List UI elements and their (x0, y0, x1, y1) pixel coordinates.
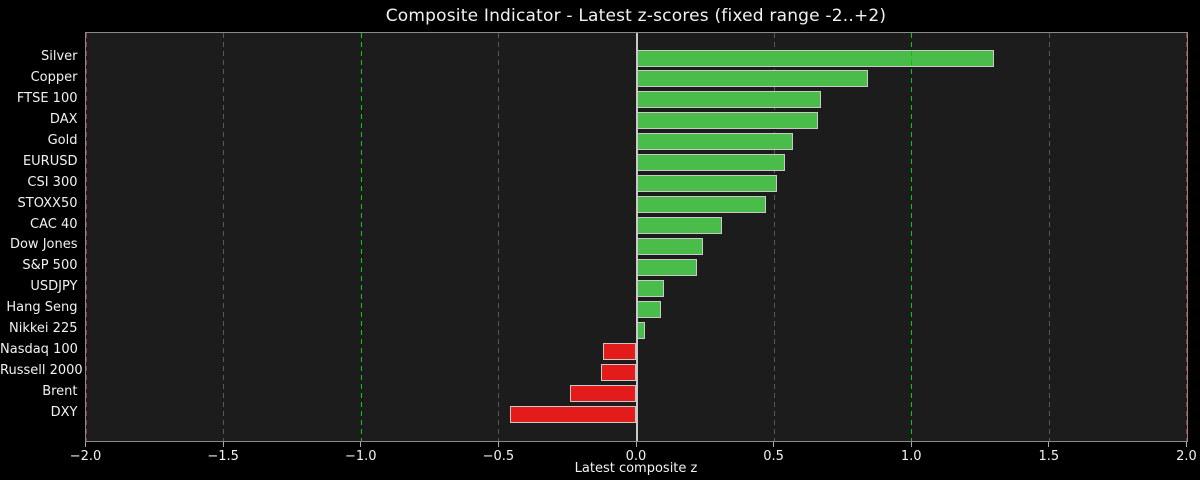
x-tick-mark (85, 442, 86, 447)
gridline (1048, 33, 1050, 441)
gridline (773, 33, 775, 441)
y-tick-label-s-p-500: S&P 500 (22, 258, 78, 274)
y-tick-label-brent: Brent (42, 384, 78, 400)
y-tick-label-usdjpy: USDJPY (30, 279, 78, 295)
y-tick-label-nasdaq-100: Nasdaq 100 (0, 342, 78, 358)
y-tick-label-cac-40: CAC 40 (30, 216, 78, 232)
x-tick-label: 0.0 (625, 449, 647, 464)
x-tick-label: −0.5 (482, 449, 515, 464)
y-tick-label-gold: Gold (47, 132, 78, 148)
x-tick-mark (1186, 442, 1187, 447)
bar-nasdaq-100 (603, 342, 637, 360)
x-tick-label: 1.0 (900, 449, 922, 464)
bar-s-p-500 (636, 258, 698, 276)
bar-silver (636, 49, 995, 67)
y-tick-label-csi-300: CSI 300 (27, 174, 78, 190)
chart-title: Composite Indicator - Latest z-scores (f… (385, 6, 887, 26)
y-tick-label-russell-2000: Russell 2000 (0, 363, 83, 379)
bar-dxy (509, 405, 637, 423)
x-tick-label: 2.0 (1176, 449, 1197, 464)
y-tick-label-copper: Copper (30, 69, 78, 85)
y-tick-label-dxy: DXY (50, 405, 78, 420)
upper-threshold-line (911, 33, 913, 441)
y-tick-label-nikkei-225: Nikkei 225 (9, 321, 78, 337)
x-tick-label: −1.5 (207, 449, 239, 464)
y-tick-label-hang-seng: Hang Seng (6, 300, 78, 316)
x-axis-title: Latest composite z (574, 461, 698, 476)
upper-bound-line (1186, 33, 1187, 441)
y-tick-label-eurusd: EURUSD (22, 153, 78, 169)
bar-usdjpy (636, 279, 665, 297)
y-tick-label-ftse-100: FTSE 100 (16, 90, 78, 106)
x-tick-mark (360, 442, 362, 447)
bar-dow-jones (636, 237, 703, 255)
bar-stoxx50 (636, 196, 766, 214)
bar-hang-seng (636, 300, 662, 318)
x-tick-mark (222, 442, 224, 447)
x-tick-label: −1.0 (344, 449, 377, 464)
lower-bound-line (86, 33, 87, 441)
plot-area (85, 32, 1188, 442)
bar-copper (636, 70, 868, 88)
x-tick-mark (635, 442, 637, 447)
zero-line (635, 33, 638, 441)
lower-threshold-line (360, 33, 362, 441)
gridline (498, 33, 500, 441)
bar-gold (636, 133, 794, 151)
x-tick-mark (910, 442, 912, 447)
x-tick-label: 1.5 (1038, 449, 1060, 464)
x-tick-mark (773, 442, 775, 447)
y-tick-label-silver: Silver (40, 49, 78, 64)
gridline (223, 33, 225, 441)
bar-ftse-100 (636, 91, 821, 109)
x-tick-mark (497, 442, 499, 447)
x-tick-mark (1048, 442, 1050, 447)
bar-dax (636, 112, 819, 130)
x-tick-label: −2.0 (69, 449, 102, 464)
x-tick-label: 0.5 (763, 449, 784, 464)
bar-eurusd (636, 154, 786, 172)
bar-russell-2000 (600, 363, 637, 381)
bar-brent (570, 384, 637, 402)
y-tick-label-stoxx50: STOXX50 (17, 195, 78, 211)
bar-csi-300 (636, 175, 777, 193)
bar-cac-40 (636, 217, 722, 235)
y-tick-label-dow-jones: Dow Jones (9, 237, 78, 253)
y-tick-label-dax: DAX (49, 111, 78, 127)
bar-nikkei-225 (636, 321, 645, 339)
